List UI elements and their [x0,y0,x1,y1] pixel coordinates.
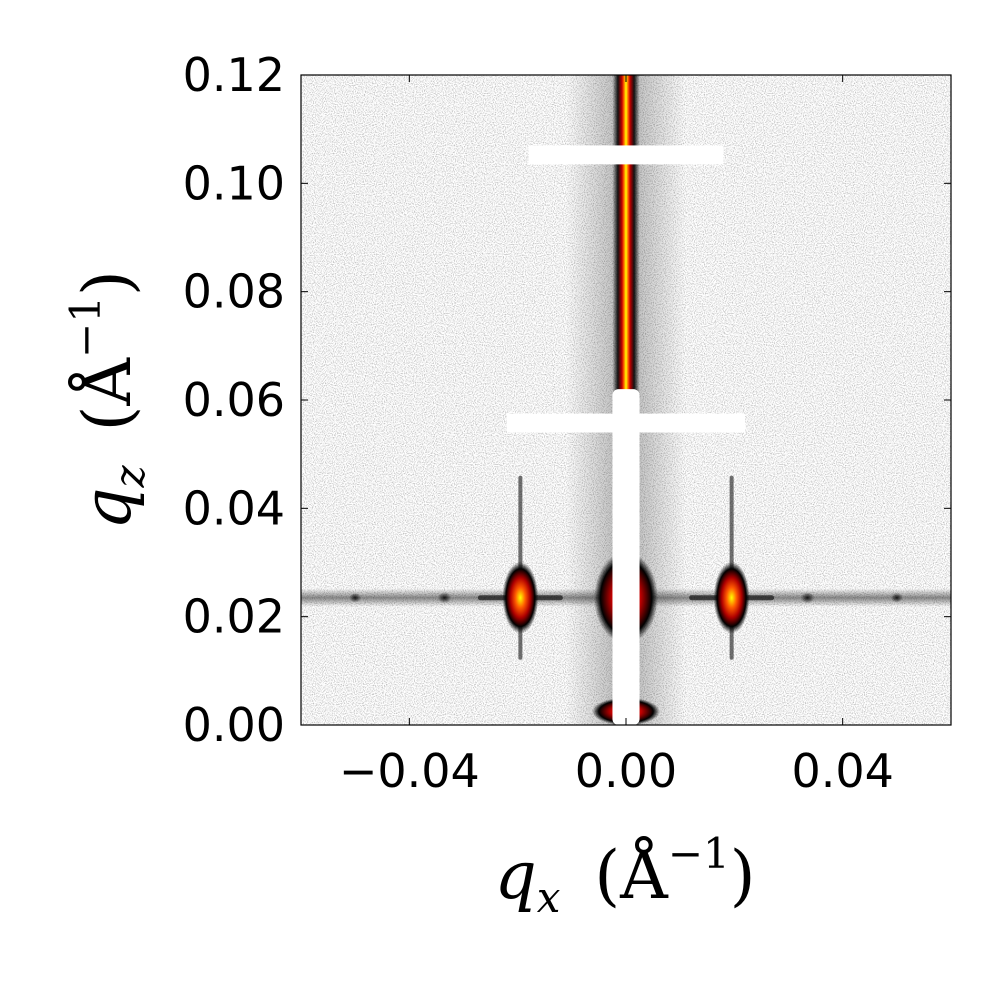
detector-gap [528,145,724,165]
x-tick-label: −0.04 [339,744,480,798]
x-tick-label: 0.04 [791,744,893,798]
y-tick-label: 0.12 [183,48,285,102]
bragg-peak-weak [800,592,815,604]
x-axis-label-close: ) [730,837,756,914]
y-axis-label-symbol: q [69,487,146,529]
beamstop [612,389,640,725]
x-axis-label-symbol: q [494,837,536,914]
x-axis-ticks: −0.04 0.00 0.04 [339,75,894,798]
x-axis-label-subscript: x [537,873,561,922]
x-axis-label: qx (Å−1) [494,829,755,922]
y-axis-label-close: ) [69,270,146,296]
x-axis-label-exponent: −1 [668,829,730,878]
bragg-peak-weak [348,592,362,603]
y-tick-label: 0.02 [183,590,285,644]
x-axis-label-unit: (Å [594,837,669,914]
plot-area [301,75,951,725]
y-axis-label-subscript: z [105,464,154,488]
bragg-peak [502,561,539,634]
y-tick-label: 0.06 [183,373,285,427]
y-tick-label: 0.10 [183,156,285,210]
y-tick-label: 0.04 [183,481,285,535]
x-tick-label: 0.00 [575,744,677,798]
y-axis-ticks: 0.00 0.02 0.04 0.06 0.08 0.10 0.12 [183,48,951,752]
y-axis-label-exponent: −1 [61,296,110,358]
scattering-features [301,75,951,725]
y-tick-label: 0.08 [183,265,285,319]
y-tick-label: 0.00 [183,698,285,752]
bragg-peak [713,561,750,634]
bragg-peak-weak [890,592,904,603]
bragg-peak-weak [437,592,452,604]
y-axis-label: qz (Å−1) [61,270,154,529]
y-axis-label-unit: (Å [69,357,146,432]
